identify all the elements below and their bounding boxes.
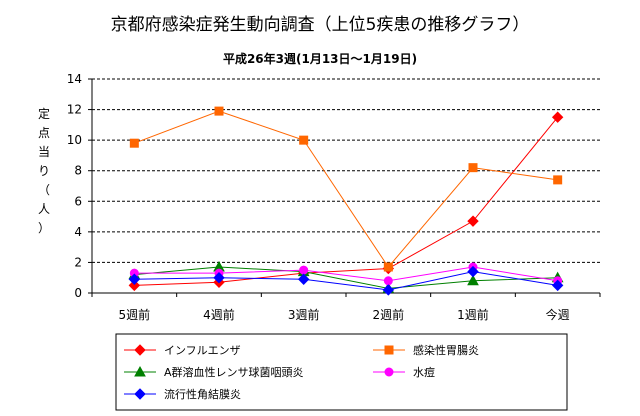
chart-subtitle: 平成26年3週(1月13日～1月19日)	[223, 51, 417, 66]
series-4	[129, 262, 563, 286]
data-point	[134, 365, 146, 377]
series-line	[134, 110, 558, 268]
y-tick-label: 6	[74, 194, 82, 208]
x-tick-label: 今週	[546, 307, 570, 322]
data-point	[134, 344, 146, 356]
x-tick-label: 5週前	[119, 307, 151, 322]
legend-item: インフルエンザ	[124, 344, 241, 357]
y-axis-label-char: 当	[38, 145, 50, 159]
axes	[88, 78, 601, 297]
data-point	[551, 111, 564, 123]
data-point	[128, 279, 141, 292]
data-point	[384, 367, 394, 377]
data-point	[134, 388, 146, 400]
y-tick-label: 14	[67, 72, 82, 86]
legend-label: 感染性胃腸炎	[413, 343, 479, 357]
series-5	[128, 265, 564, 296]
series-group	[128, 106, 564, 296]
data-point	[213, 272, 225, 284]
y-axis-label-char: 人	[38, 202, 50, 216]
legend-label: 水痘	[413, 365, 435, 379]
y-axis-label-char: り	[38, 164, 50, 178]
data-point	[467, 215, 479, 227]
data-point	[467, 274, 479, 286]
y-tick-label: 0	[74, 286, 82, 300]
data-point	[128, 273, 141, 285]
data-point	[129, 138, 139, 148]
legend-item: 感染性胃腸炎	[373, 343, 479, 357]
x-tick-labels: 5週前 4週前 3週前 2週前 1週前 今週	[119, 307, 570, 322]
x-tick-label: 2週前	[373, 307, 405, 322]
series-line	[134, 266, 558, 289]
series-3	[128, 260, 564, 293]
y-tick-labels: 0 2 4 6 8 10 12 14	[67, 72, 82, 300]
data-point	[383, 276, 393, 286]
y-axis-label-char: 定	[38, 106, 50, 121]
data-point	[551, 279, 564, 292]
chart-title: 京都府感染症発生動向調査（上位5疾患の推移グラフ）	[111, 15, 530, 35]
y-tick-label: 10	[67, 133, 82, 147]
legend-label: A群溶血性レンサ球菌咽頭炎	[164, 365, 304, 379]
y-tick-label: 2	[74, 255, 82, 269]
legend-label: インフルエンザ	[164, 344, 241, 357]
data-point	[382, 284, 395, 296]
data-point	[553, 175, 563, 185]
x-tick-label: 4週前	[203, 307, 235, 322]
y-axis-label-char: ）	[38, 221, 50, 235]
gridlines	[92, 78, 600, 263]
y-tick-label: 8	[74, 164, 82, 178]
series-line	[134, 266, 558, 282]
data-point	[384, 345, 394, 355]
data-point	[299, 135, 309, 145]
series-line	[134, 116, 559, 286]
y-tick-label: 4	[74, 225, 82, 239]
data-point	[383, 262, 393, 272]
data-point	[467, 265, 479, 278]
legend-box	[115, 333, 568, 411]
data-point	[297, 273, 310, 285]
y-axis-label-char: 点	[38, 126, 50, 140]
data-point	[214, 106, 224, 116]
legend-item: 流行性角結膜炎	[124, 387, 241, 401]
x-tick-label: 3週前	[288, 307, 320, 322]
data-point	[468, 163, 478, 173]
y-tick-label: 12	[67, 103, 82, 117]
data-point	[299, 265, 309, 275]
series-line	[134, 271, 558, 291]
legend-item: 水痘	[373, 365, 435, 379]
legend-item: A群溶血性レンサ球菌咽頭炎	[124, 365, 304, 379]
legend-label: 流行性角結膜炎	[164, 387, 241, 401]
x-tick-label: 1週前	[457, 307, 489, 322]
y-axis-label-char: （	[38, 183, 50, 197]
series-2	[129, 106, 563, 272]
